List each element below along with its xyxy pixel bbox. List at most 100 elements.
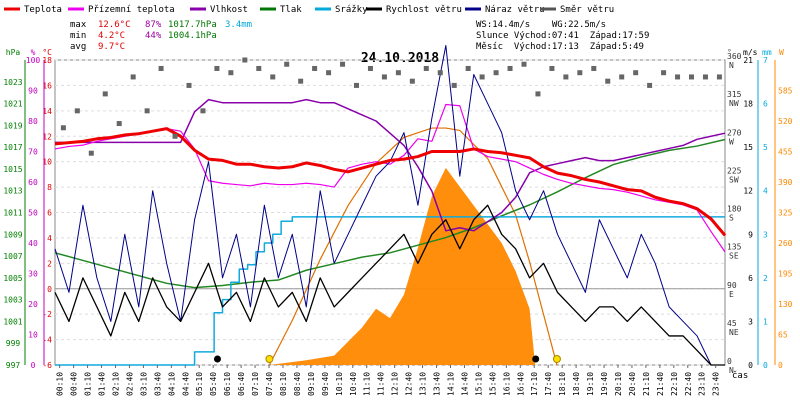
legend-label: Rychlost větru xyxy=(386,5,462,15)
legend-label: Přízemní teplota xyxy=(88,5,175,15)
wind-direction-point xyxy=(535,91,541,97)
wind-direction-point xyxy=(507,65,513,71)
axis-wind-speed-tick: 15 xyxy=(743,143,753,152)
wind-direction-point xyxy=(186,82,192,88)
axis-pressure-unit: hPa xyxy=(6,48,21,57)
x-axis-tick-label: 08:10 xyxy=(279,372,288,396)
axis-wind-speed-unit: m/s xyxy=(743,48,758,57)
x-axis-tick-label: 18:10 xyxy=(558,372,567,396)
x-axis-tick-label: 07:10 xyxy=(251,372,260,396)
wind-direction-point xyxy=(423,65,429,71)
wind-direction-point xyxy=(647,82,653,88)
moon-moonrise-marker xyxy=(532,355,540,363)
axis-humidity-tick: 0 xyxy=(31,361,36,370)
stats-avg-label: avg xyxy=(70,42,86,52)
axis-solar-tick: 455 xyxy=(778,148,793,157)
axis-humidity-tick: 100 xyxy=(26,56,41,65)
axis-solar-tick: 260 xyxy=(778,239,793,248)
axis-temperature-tick: 16 xyxy=(42,81,52,90)
stats-max-label: max xyxy=(70,20,87,30)
axis-pressure-tick: 1015 xyxy=(3,165,22,174)
wind-direction-point xyxy=(563,74,569,80)
axis-temperature-tick: 6 xyxy=(47,209,52,218)
axis-wind-direction-tick: 180 xyxy=(727,205,742,214)
axis-rain-tick: 2 xyxy=(763,274,768,283)
wind-direction-point xyxy=(214,65,220,71)
legend-label: Náraz větru xyxy=(485,5,545,15)
x-axis-tick-label: 05:40 xyxy=(209,372,218,396)
wind-direction-point xyxy=(158,65,164,71)
legend-label: Vlhkost xyxy=(210,5,248,15)
x-axis-tick-label: 03:40 xyxy=(153,372,162,396)
wind-direction-point xyxy=(367,65,373,71)
axis-wind-direction-compass: E xyxy=(729,290,734,299)
wind-direction-point xyxy=(228,70,234,76)
wind-direction-point xyxy=(312,65,318,71)
axis-rain-unit: mm xyxy=(762,48,772,57)
series-rychlost-v-tru xyxy=(54,204,725,366)
axis-rain-tick: 3 xyxy=(763,230,768,239)
x-axis-tick-label: 23:10 xyxy=(698,372,707,396)
stats-min-press: 1004.1hPa xyxy=(168,31,217,41)
x-axis-tick-label: 14:40 xyxy=(460,372,469,396)
axis-wind-direction-compass: N xyxy=(729,61,734,70)
x-axis-tick-label: 06:40 xyxy=(237,372,246,396)
x-axis-tick-label: 21:10 xyxy=(642,372,651,396)
legend-label: Tlak xyxy=(280,5,302,15)
wind-direction-point xyxy=(479,74,485,80)
series-layer xyxy=(54,44,727,366)
axis-temperature-unit: °C xyxy=(42,48,52,57)
chart-title: 24.10.2018 xyxy=(361,51,439,66)
wind-direction-point xyxy=(605,78,611,84)
x-axis-tick-label: 11:40 xyxy=(377,372,386,396)
wind-direction-point xyxy=(102,91,108,97)
x-axis-tick-label: 17:40 xyxy=(544,372,553,396)
axis-pressure-tick: 1017 xyxy=(3,143,22,152)
axis-pressure-tick: 1001 xyxy=(3,317,22,326)
wind-direction-point xyxy=(298,78,304,84)
axis-humidity-tick: 20 xyxy=(28,300,38,309)
axis-rain-tick: 5 xyxy=(763,143,768,152)
axis-pressure-tick: 1009 xyxy=(3,230,22,239)
axis-temperature-tick: 18 xyxy=(42,56,52,65)
axis-solar-tick: 325 xyxy=(778,209,793,218)
wind-direction-point xyxy=(633,70,639,76)
axis-wind-speed-tick: 21 xyxy=(743,56,753,65)
axis-solar-tick: 585 xyxy=(778,87,793,96)
x-axis-tick-label: 20:40 xyxy=(628,372,637,396)
axis-wind-direction-compass: W xyxy=(729,137,734,146)
axes-layer: hPa9979991001100310051007100910111013101… xyxy=(3,48,792,396)
axis-humidity-tick: 30 xyxy=(28,270,38,279)
x-axis-tick-label: 23:40 xyxy=(712,372,721,396)
axis-temperature-tick: 12 xyxy=(42,132,52,141)
x-axis-tick-label: 13:40 xyxy=(433,372,442,396)
axis-wind-direction-tick: 360 xyxy=(727,52,742,61)
series-vlhkost xyxy=(55,98,726,232)
x-axis-tick-label: 01:10 xyxy=(84,372,93,396)
x-axis-tick-label: 04:40 xyxy=(181,372,190,396)
wind-direction-point xyxy=(116,121,122,127)
legend-label: Teplota xyxy=(24,5,62,15)
series-teplota xyxy=(54,127,727,237)
wind-direction-point xyxy=(60,125,66,131)
wind-direction-point xyxy=(130,74,136,80)
x-axis-tick-label: 22:40 xyxy=(684,372,693,396)
wind-direction-point xyxy=(591,65,597,71)
axis-wind-direction-tick: 45 xyxy=(727,319,737,328)
axis-temperature-tick: -4 xyxy=(42,336,52,345)
axis-pressure-tick: 1019 xyxy=(3,121,22,130)
x-axis-tick-label: 16:10 xyxy=(502,372,511,396)
x-axis-tick-label: 09:10 xyxy=(307,372,316,396)
stats-max-temp: 12.6°C xyxy=(98,20,131,30)
x-axis-tick-label: 19:10 xyxy=(586,372,595,396)
axis-temperature-tick: 10 xyxy=(42,158,52,167)
axis-temperature-tick: 0 xyxy=(47,285,52,294)
x-axis-tick-label: 14:10 xyxy=(446,372,455,396)
axis-solar-tick: 195 xyxy=(778,270,793,279)
axis-temperature-tick: 14 xyxy=(42,107,52,116)
axis-wind-direction-compass: S xyxy=(729,214,734,223)
axis-humidity-tick: 40 xyxy=(28,239,38,248)
sun-sunset-marker xyxy=(552,355,561,363)
axis-pressure-tick: 1007 xyxy=(3,252,22,261)
x-axis-tick-label: 21:40 xyxy=(656,372,665,396)
